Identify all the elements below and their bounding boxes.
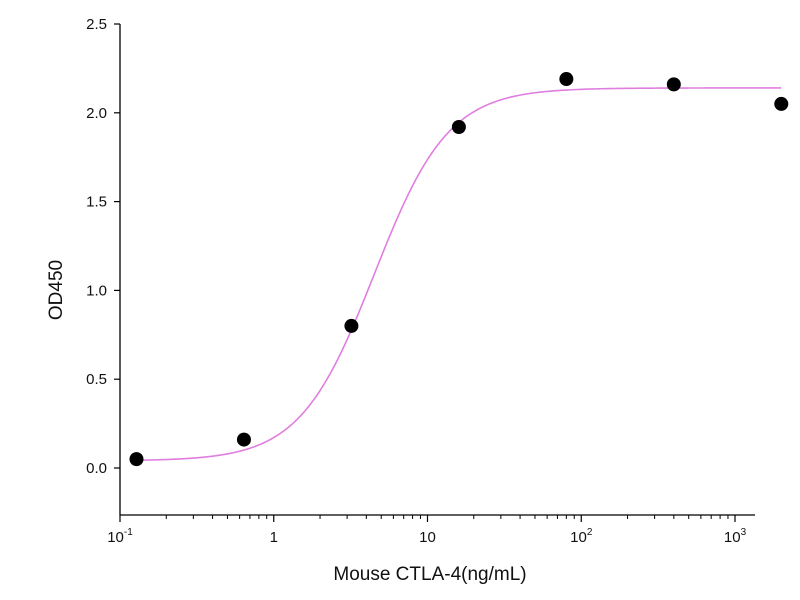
points-layer: [129, 72, 789, 467]
x-axis-title: Mouse CTLA-4(ng/mL): [333, 564, 526, 585]
y-tick-label: 1.0: [86, 282, 107, 299]
y-tick-label: 1.5: [86, 194, 107, 211]
data-point: [774, 96, 789, 111]
y-axis-title: OD450: [46, 260, 67, 320]
data-point: [344, 318, 359, 333]
data-point: [666, 77, 681, 92]
x-tick-label: 103: [724, 527, 747, 546]
axes: [119, 24, 755, 516]
data-point: [129, 452, 144, 467]
y-tick-label: 0.5: [86, 371, 107, 388]
x-tick-label: 10: [419, 529, 436, 546]
ticks: 0.0 0.5 1.0 1.5 2.0 2.5 10-1 1 10 102 103: [86, 16, 746, 546]
data-point: [451, 120, 466, 135]
y-tick-label: 0.0: [86, 460, 107, 477]
y-tick-label: 2.5: [86, 16, 107, 33]
x-tick-label: 1: [270, 529, 278, 546]
data-point: [236, 432, 251, 447]
x-tick-label: 102: [570, 527, 593, 546]
x-tick-label: 10-1: [107, 527, 133, 546]
fit-curve: [136, 87, 782, 462]
fit-layer: [136, 87, 782, 462]
y-tick-label: 2.0: [86, 105, 107, 122]
data-point: [559, 72, 574, 87]
